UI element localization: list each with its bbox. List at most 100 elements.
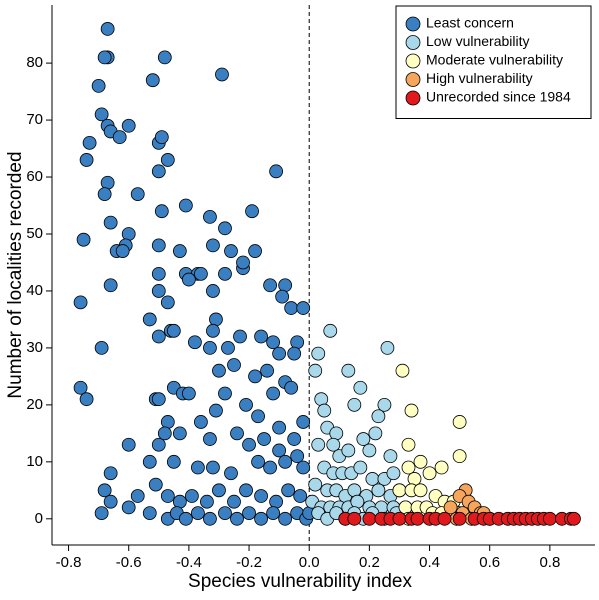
point [542,511,557,526]
point [203,511,217,526]
point [203,341,217,355]
point [79,392,94,407]
point [151,329,166,344]
point [410,511,425,526]
point [311,346,326,361]
point [341,443,356,458]
point [230,511,244,526]
point [160,153,175,167]
point [172,494,187,509]
y-tick-label: 50 [26,225,43,242]
point [353,380,368,395]
point [151,392,166,407]
point [269,494,284,509]
point [395,363,410,378]
point [371,483,386,498]
x-tick-label: -0.8 [56,554,82,571]
point [272,346,287,361]
point [242,437,256,452]
point [154,204,169,219]
point [272,443,287,458]
point [121,500,136,515]
point [380,341,395,355]
y-tick-label: 30 [26,339,43,356]
legend-marker [405,72,421,87]
point [404,403,419,418]
legend-marker [405,16,421,32]
point [76,232,91,247]
point [209,403,223,418]
point [239,397,253,412]
point [287,346,302,361]
point [434,460,449,475]
point [422,466,437,481]
point [272,420,287,435]
point [401,437,416,452]
point [212,363,226,378]
point [308,477,323,492]
point [365,472,380,486]
y-tick-label: 70 [26,111,43,128]
point [160,489,175,503]
point [437,511,452,526]
point [398,500,413,515]
point [206,238,220,253]
point [103,215,118,230]
point [254,489,268,503]
point [203,209,217,224]
point [112,130,127,145]
point [209,312,223,327]
point [181,272,196,287]
point [121,437,136,452]
point [567,511,581,526]
point [284,380,299,395]
legend-label: Unrecorded since 1984 [426,89,571,105]
point [314,392,329,407]
point [308,363,323,378]
point [284,301,299,315]
point [377,397,392,412]
point [103,466,118,481]
y-tick-label: 80 [26,54,43,71]
x-axis-title: Species vulnerability index [188,571,412,592]
point [73,295,88,310]
point [311,437,326,452]
point [172,244,187,258]
point [362,511,377,526]
point [100,22,115,36]
point [278,278,293,293]
legend-label: Least concern [426,15,514,31]
point [383,449,398,464]
x-tick-label: 0.2 [359,554,380,571]
point [103,494,118,509]
point [227,358,241,372]
point [443,500,458,515]
point [121,227,136,241]
legend-label: Moderate vulnerability [426,52,563,68]
point [224,244,238,258]
point [251,409,265,424]
point [242,506,256,521]
y-axis-title: Number of localities recorded [5,151,26,398]
point [154,130,169,145]
point [206,323,220,338]
point [254,329,268,344]
point [97,483,112,498]
y-tick-label: 10 [26,453,43,470]
point [215,67,229,82]
point [206,460,220,475]
point [452,415,467,429]
point [160,415,175,429]
x-tick-label: -0.6 [116,554,142,571]
point [347,511,362,526]
point [130,187,145,202]
point [178,511,193,526]
point [184,489,199,503]
point [73,380,88,395]
point [94,107,109,122]
point [172,426,187,441]
point [317,403,332,418]
point [329,426,344,441]
legend-box [395,5,592,119]
